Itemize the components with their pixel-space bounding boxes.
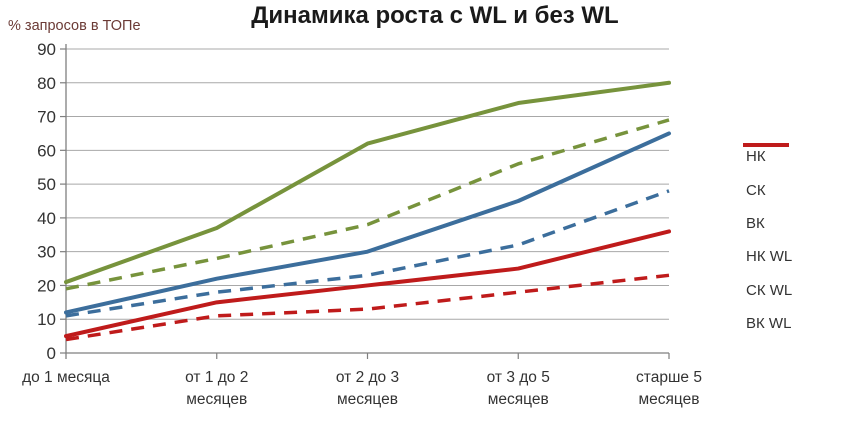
series-line-СК — [65, 189, 670, 318]
x-category-label: месяцев — [639, 391, 700, 408]
x-category-label: от 3 до 5 — [487, 369, 550, 386]
legend-item-СК-WL: СК WL — [742, 143, 793, 307]
x-category-label: месяцев — [186, 391, 247, 408]
legend-item-СК: СК — [742, 143, 792, 206]
x-category-label: месяцев — [337, 391, 398, 408]
y-tick-label: 90 — [37, 40, 56, 59]
chart-title: Динамика роста с WL и без WL — [251, 2, 619, 29]
legend-item-ВК: ВК — [742, 143, 792, 240]
legend-label: СК WL — [746, 281, 793, 299]
y-tick-label: 0 — [47, 344, 56, 363]
chart-legend: НК СК ВК НК WL СК WL ВК WL — [742, 140, 792, 340]
legend-item-НК-WL: НК WL — [742, 143, 793, 273]
x-category-label: старше 5 — [636, 369, 702, 386]
y-tick-label: 70 — [37, 108, 56, 127]
legend-line-sample — [743, 143, 789, 147]
y-tick-label: 10 — [37, 310, 56, 329]
series-line-НК-WL — [64, 80, 671, 285]
y-tick-label: 50 — [37, 175, 56, 194]
y-axis-title: % запросов в ТОПе — [8, 18, 141, 34]
series-line-НК — [65, 118, 670, 291]
y-tick-label: 80 — [37, 74, 56, 93]
y-tick-label: 60 — [37, 141, 56, 160]
x-category-label: от 1 до 2 — [185, 369, 248, 386]
legend-item-ВК-WL: ВК WL — [742, 143, 792, 340]
legend-label: НК — [746, 148, 766, 166]
x-category-label: до 1 месяца — [22, 369, 110, 386]
series-line-ВК-WL — [64, 229, 671, 339]
y-tick-label: 30 — [37, 243, 56, 262]
y-tick-label: 20 — [37, 276, 56, 295]
series-line-СК-WL — [64, 131, 671, 315]
legend-label: СК — [746, 181, 766, 199]
legend-label: ВК — [746, 214, 765, 232]
legend-label: ВК WL — [746, 315, 792, 333]
x-category-label: от 2 до 3 — [336, 369, 399, 386]
legend-label: НК WL — [746, 248, 793, 266]
y-tick-label: 40 — [37, 209, 56, 228]
x-category-label: месяцев — [488, 391, 549, 408]
